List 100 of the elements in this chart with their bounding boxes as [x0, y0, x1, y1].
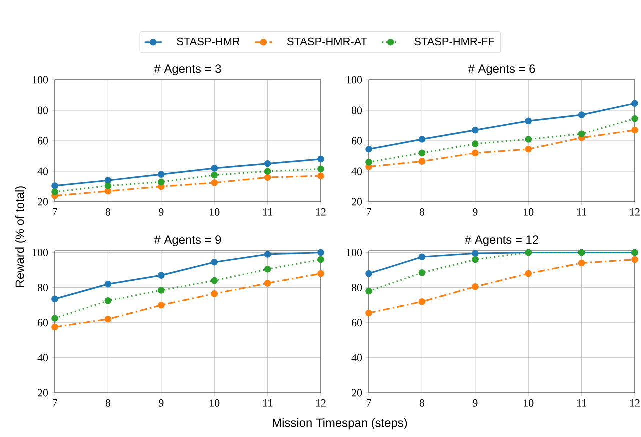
y-tick-label: 100	[347, 76, 362, 84]
point	[525, 146, 532, 153]
point	[366, 158, 372, 166]
y-tick-label: 60	[38, 319, 48, 327]
y-tick-label: 100	[33, 249, 48, 256]
y-tick-label: 100	[347, 249, 362, 256]
x-tick-label: 9	[159, 208, 164, 216]
x-tick-label: 10	[210, 208, 220, 216]
point	[418, 150, 426, 157]
point	[632, 126, 638, 134]
x-tick-label: 11	[263, 400, 272, 407]
point	[632, 100, 638, 108]
point	[211, 258, 218, 266]
point	[158, 302, 165, 309]
point	[211, 165, 218, 172]
x-tick-label: 8	[420, 208, 425, 216]
y-tick-label: 60	[38, 137, 48, 145]
point	[318, 172, 324, 180]
x-axis-title: Mission Timespan (steps)	[273, 418, 408, 430]
point	[472, 140, 479, 148]
y-tick-label: 20	[38, 198, 48, 206]
point	[211, 172, 218, 179]
y-tick-label: 20	[38, 389, 48, 397]
point	[578, 112, 586, 118]
point	[104, 298, 112, 304]
chart-title: # Agents = 9	[154, 236, 222, 247]
x-tick-label: 8	[106, 208, 111, 216]
point	[418, 158, 426, 165]
point	[158, 287, 165, 294]
x-tick-label: 11	[263, 208, 272, 216]
y-tick-label: 20	[352, 389, 362, 397]
x-tick-label: 9	[473, 208, 478, 216]
point	[318, 270, 324, 278]
point	[318, 249, 324, 256]
point	[211, 277, 218, 284]
point	[52, 182, 58, 190]
x-tick-label: 7	[366, 400, 372, 407]
y-tick-label: 40	[38, 354, 48, 362]
point	[418, 270, 426, 276]
point	[264, 251, 272, 258]
x-tick-label: 12	[630, 400, 640, 407]
point	[52, 315, 58, 322]
y-tick-label: 80	[38, 106, 48, 114]
y-tick-label: 40	[352, 168, 362, 176]
point	[366, 146, 372, 153]
point	[578, 130, 586, 138]
y-tick-label: 60	[352, 319, 362, 327]
point	[52, 188, 58, 196]
point	[525, 118, 532, 125]
point	[211, 290, 218, 298]
y-tick-label: 40	[38, 168, 48, 176]
x-tick-label: 10	[524, 208, 534, 216]
point	[318, 156, 324, 163]
x-tick-label: 12	[316, 400, 326, 407]
point	[366, 288, 372, 295]
x-tick-label: 7	[52, 208, 58, 216]
point	[366, 270, 372, 278]
y-tick-label: 80	[38, 284, 48, 292]
point	[472, 256, 479, 264]
point	[158, 171, 165, 178]
point	[264, 160, 272, 168]
point	[264, 280, 272, 287]
x-tick-label: 9	[473, 400, 478, 407]
point	[578, 260, 586, 267]
point	[472, 150, 479, 157]
point	[318, 166, 324, 173]
x-tick-label: 10	[210, 400, 220, 407]
point	[418, 136, 426, 143]
y-tick-label: 100	[33, 76, 48, 84]
y-tick-label: 60	[352, 137, 362, 145]
x-tick-label: 7	[366, 208, 372, 216]
chart-title: # Agents = 6	[468, 64, 536, 76]
x-tick-label: 10	[524, 400, 534, 407]
point	[318, 256, 324, 264]
point	[632, 115, 638, 122]
point	[104, 177, 112, 184]
x-tick-label: 8	[420, 400, 425, 407]
y-tick-label: 80	[352, 284, 362, 292]
point	[158, 178, 165, 186]
point	[104, 182, 112, 190]
y-tick-label: 20	[352, 198, 362, 206]
x-tick-label: 12	[630, 208, 640, 216]
point	[264, 168, 272, 175]
point	[264, 266, 272, 273]
x-tick-label: 8	[106, 400, 111, 407]
point	[525, 270, 532, 278]
y-axis-title: Reward (% of total)	[15, 186, 27, 288]
point	[472, 250, 479, 258]
legend-label: STASP-HMR	[177, 38, 240, 46]
point	[366, 310, 372, 317]
point	[104, 280, 112, 288]
point	[52, 296, 58, 303]
point	[104, 316, 112, 323]
x-tick-label: 11	[577, 208, 586, 216]
point	[525, 136, 532, 143]
x-tick-label: 9	[159, 400, 164, 407]
x-tick-label: 7	[52, 400, 58, 407]
y-tick-label: 80	[352, 106, 362, 114]
point	[158, 272, 165, 279]
legend-label: STASP-HMR-FF	[414, 38, 494, 46]
